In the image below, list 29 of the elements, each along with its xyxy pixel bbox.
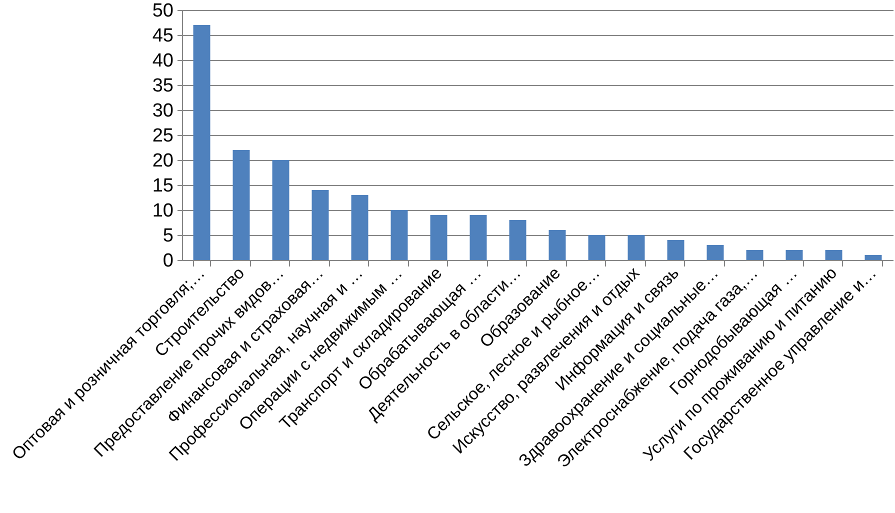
y-tick-label: 15 <box>152 176 174 196</box>
y-tick-label: 10 <box>152 200 174 222</box>
bar <box>351 195 368 260</box>
y-tick-label: 20 <box>152 150 174 172</box>
bar <box>548 230 566 260</box>
bar <box>470 215 487 260</box>
y-tick-label: 50 <box>152 0 174 22</box>
y-tick-label: 30 <box>152 100 174 122</box>
bar <box>390 210 408 260</box>
bar <box>312 190 329 260</box>
bar <box>706 245 724 260</box>
y-tick-label: 0 <box>162 250 174 272</box>
y-tick-label: 35 <box>152 76 174 96</box>
bar <box>232 150 250 260</box>
bar <box>667 240 684 260</box>
bar <box>509 220 526 260</box>
y-tick-label: 5 <box>162 226 174 246</box>
bar <box>272 160 290 260</box>
bar <box>864 255 882 260</box>
bar <box>588 235 606 260</box>
bar <box>825 250 842 260</box>
y-tick-label: 25 <box>152 126 174 146</box>
bar <box>786 250 803 260</box>
y-tick-label: 45 <box>152 26 174 46</box>
bar <box>746 250 764 260</box>
bar <box>628 235 645 260</box>
y-tick-label: 40 <box>152 50 174 72</box>
bar <box>430 215 448 260</box>
bar <box>193 25 210 260</box>
